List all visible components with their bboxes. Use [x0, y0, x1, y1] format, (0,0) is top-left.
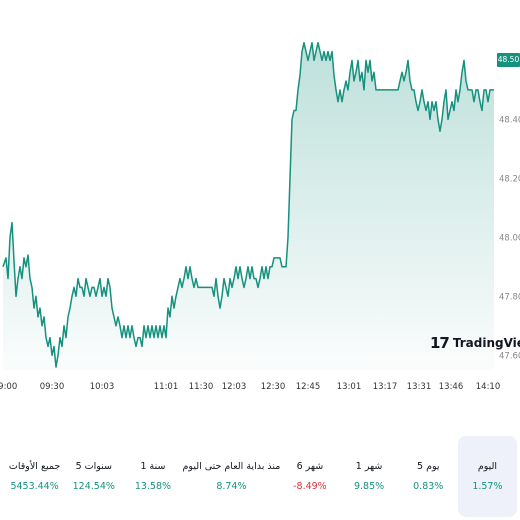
period-label: جميع الأوقات: [8, 461, 61, 472]
period-label: 5 سنوات: [75, 461, 112, 472]
x-tick-label: 14:10: [476, 382, 501, 392]
x-tick-label: 12:03: [222, 382, 247, 392]
x-tick-label: 12:45: [296, 382, 321, 392]
x-tick-label: 10:03: [90, 382, 115, 392]
period-change-value: 1.57%: [472, 481, 503, 492]
price-area-fill: [3, 42, 494, 370]
period-label: 6 شهر: [296, 461, 324, 472]
x-tick-label: 13:17: [373, 382, 398, 392]
last-price-badge: 48.50: [497, 53, 520, 67]
period-tab[interactable]: 5 يوم 0.83%: [399, 436, 458, 517]
y-tick-label: 48.20: [499, 174, 520, 184]
x-tick-label: 11:30: [189, 382, 214, 392]
tradingview-logo-icon: 17: [430, 334, 450, 352]
period-tab[interactable]: 6 شهر -8.49%: [280, 436, 339, 517]
tradingview-logo[interactable]: 17 TradingView: [430, 334, 520, 352]
chart-svg: 48.40 48.20 48.00 47.80 47.60 09:00 09:30 10:0…: [0, 41, 520, 392]
y-tick-label: 47.60: [499, 351, 520, 361]
y-tick-label: 48.40: [499, 115, 520, 125]
period-tab[interactable]: اليوم 1.57%: [457, 436, 517, 517]
tradingview-logo-text: TradingView: [452, 336, 520, 350]
y-tick-label: 48.00: [499, 233, 520, 243]
x-tick-label: 09:00: [0, 382, 17, 392]
period-change-value: 124.54%: [72, 481, 115, 492]
period-label: 1 شهر: [355, 461, 383, 472]
period-label: منذ بداية العام حتى اليوم: [182, 461, 281, 472]
period-performance-tabs: اليوم 1.57% 5 يوم 0.83% 1 شهر 9.85% 6 شهر -8.49…: [5, 436, 517, 517]
period-label: 5 يوم: [416, 461, 440, 472]
period-tab[interactable]: جميع الأوقات 5453.44%: [5, 436, 64, 517]
x-tick-label: 13:31: [407, 382, 432, 392]
x-tick-label: 13:46: [439, 382, 464, 392]
x-tick-label: 13:01: [337, 382, 362, 392]
period-label: 1 سنة: [140, 461, 166, 472]
price-line: [2, 41, 494, 368]
period-label: اليوم: [477, 461, 498, 472]
x-tick-label: 11:01: [154, 382, 179, 392]
period-tab[interactable]: منذ بداية العام حتى اليوم 8.74%: [183, 436, 281, 517]
period-tab[interactable]: 5 سنوات 124.54%: [64, 436, 123, 517]
y-tick-label: 47.80: [499, 292, 520, 302]
price-chart[interactable]: 48.40 48.20 48.00 47.80 47.60 09:00 09:30 10:0…: [0, 0, 520, 395]
period-tab[interactable]: 1 سنة 13.58%: [123, 436, 182, 517]
period-change-value: 5453.44%: [10, 481, 59, 492]
period-tab[interactable]: 1 شهر 9.85%: [339, 436, 398, 517]
x-tick-label: 09:30: [40, 382, 65, 392]
x-tick-label: 12:30: [261, 382, 286, 392]
period-change-value: 0.83%: [413, 481, 444, 492]
period-change-value: 8.74%: [216, 481, 247, 492]
period-change-value: 9.85%: [353, 481, 385, 492]
period-change-value: 13.58%: [134, 481, 172, 492]
period-change-value: -8.49%: [293, 481, 327, 492]
